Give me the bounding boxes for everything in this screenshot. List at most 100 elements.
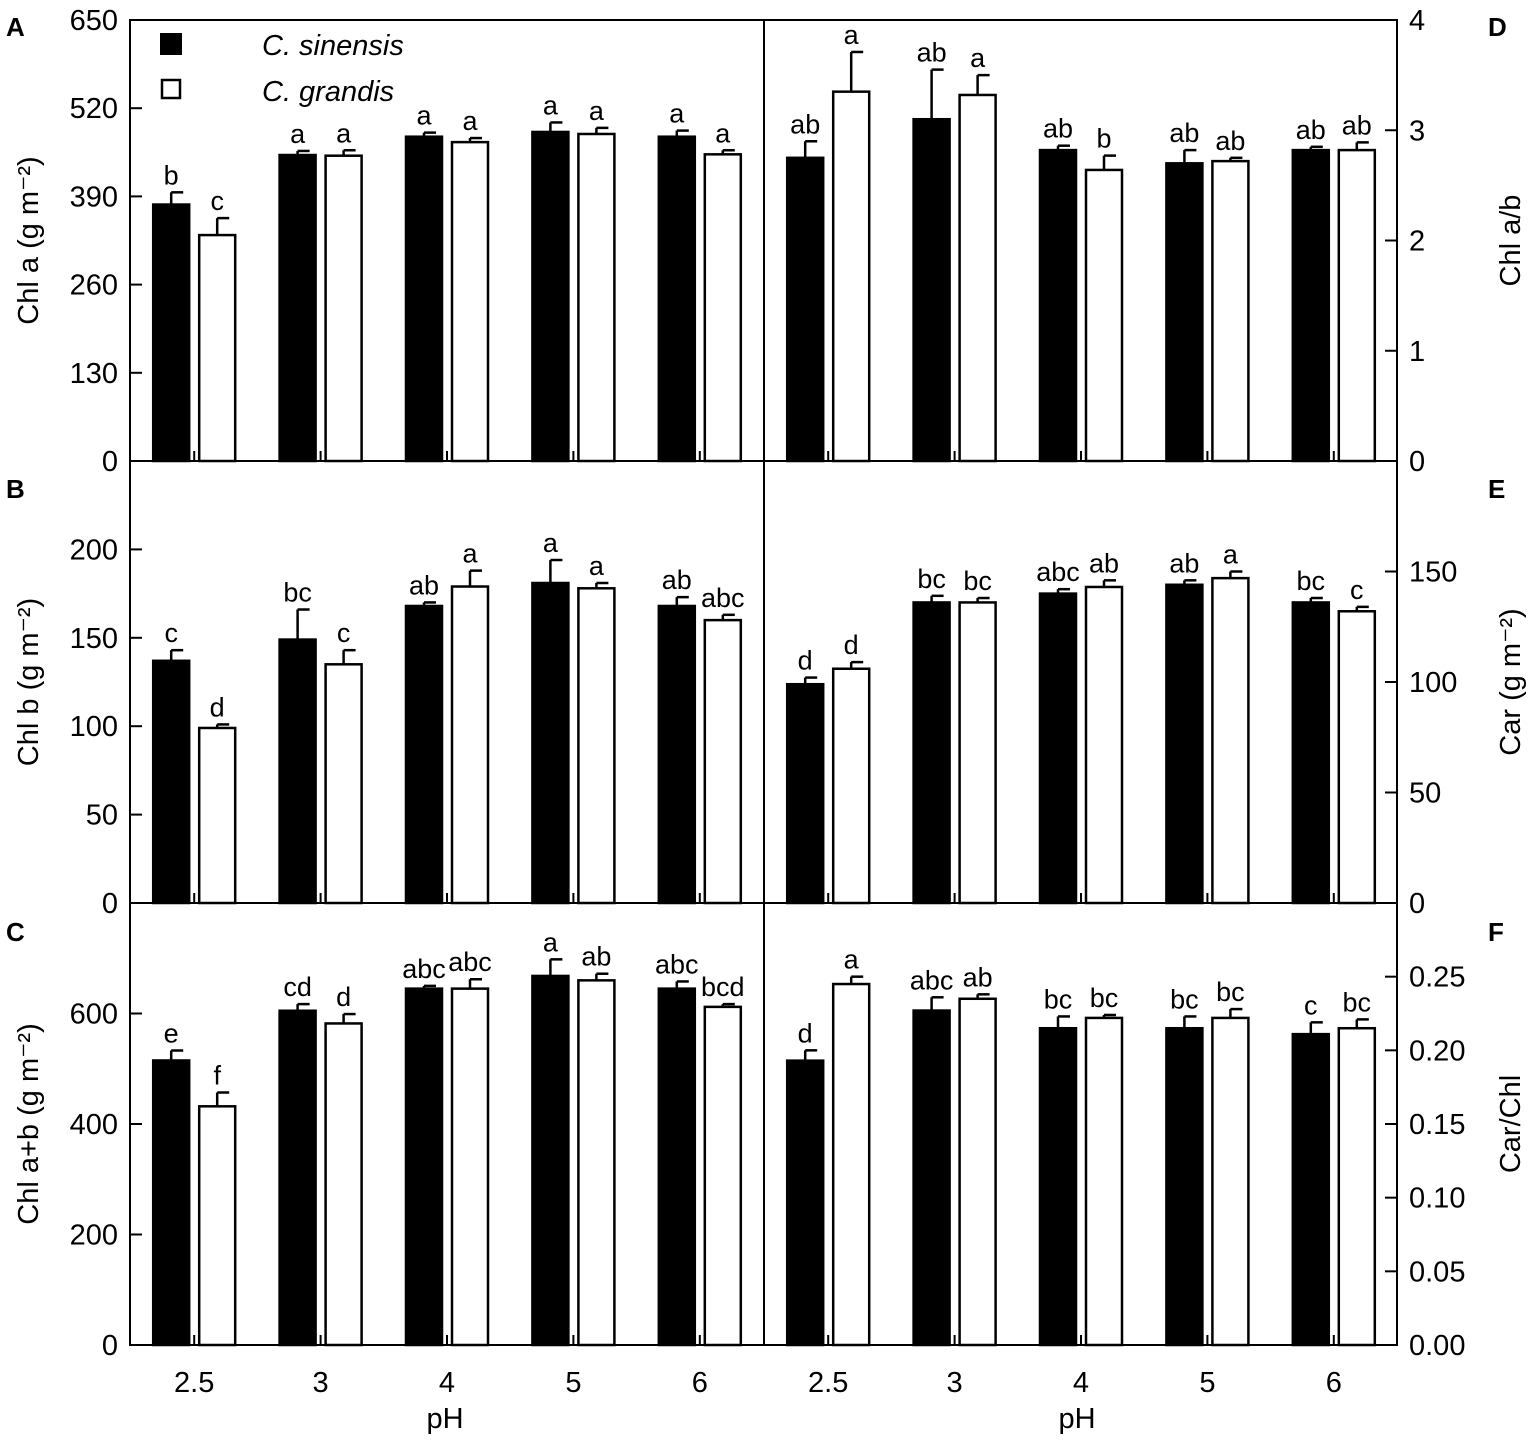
- significance-label: d: [336, 982, 351, 1012]
- bar-grandis: [831, 982, 871, 1347]
- panel-letter-d: D: [1488, 12, 1507, 42]
- significance-label: c: [210, 186, 224, 216]
- significance-label: a: [336, 118, 352, 148]
- bar-grandis: [1211, 576, 1250, 905]
- bar-grandis: [831, 667, 871, 905]
- significance-label: a: [589, 96, 605, 126]
- bar-sinensis: [531, 974, 570, 1347]
- bar-sinensis: [785, 1059, 825, 1347]
- x-tick-label: 5: [1199, 1367, 1215, 1399]
- significance-label: bc: [1216, 977, 1245, 1007]
- panel-letter-b: B: [6, 474, 25, 504]
- bar-grandis: [958, 997, 997, 1347]
- y-tick-label: 520: [70, 93, 118, 125]
- y-tick-label: 0: [102, 1330, 118, 1362]
- significance-label: b: [164, 160, 179, 190]
- y-tick-label: 130: [70, 358, 118, 390]
- y-tick-label: 600: [70, 999, 118, 1031]
- bar-grandis: [324, 663, 363, 905]
- bar-sinensis: [657, 604, 697, 905]
- y-tick-label: 100: [70, 711, 118, 743]
- significance-label: ab: [1043, 114, 1073, 144]
- x-tick-label: 3: [947, 1367, 963, 1399]
- bar-sinensis: [1165, 162, 1204, 463]
- bar-grandis: [831, 90, 871, 463]
- y-tick-label: 0.20: [1409, 1035, 1465, 1067]
- bar-sinensis: [404, 604, 444, 905]
- significance-label: bcd: [701, 972, 745, 1002]
- significance-label: bc: [1343, 987, 1372, 1017]
- bar-grandis: [577, 587, 616, 905]
- significance-label: a: [462, 539, 478, 569]
- legend-swatch-grandis: [160, 78, 182, 100]
- bar-grandis: [197, 726, 237, 905]
- y-tick-label: 0.15: [1409, 1109, 1465, 1141]
- legend-label-sinensis: C. sinensis: [262, 30, 404, 62]
- bar-grandis: [703, 153, 743, 463]
- panel-letter-c: C: [6, 917, 25, 947]
- significance-label: a: [290, 119, 306, 149]
- bar-sinensis: [278, 153, 317, 463]
- y-tick-label: 150: [1409, 557, 1457, 589]
- significance-label: e: [164, 1019, 179, 1049]
- y-tick-label: 0: [102, 888, 118, 920]
- significance-label: d: [844, 630, 859, 660]
- y-tick-label: 50: [86, 800, 118, 832]
- significance-label: abc: [1036, 557, 1080, 587]
- bar-sinensis: [1165, 1026, 1204, 1347]
- panel-letter-e: E: [1488, 474, 1505, 504]
- y-tick-label: 0: [1409, 446, 1425, 478]
- bar-grandis: [577, 979, 616, 1347]
- x-tick-label: 2.5: [808, 1367, 848, 1399]
- bar-grandis: [958, 601, 997, 905]
- panel-letters: A B C D E F: [6, 12, 1507, 947]
- significance-label: c: [337, 618, 351, 648]
- y-tick-label: 0.25: [1409, 962, 1465, 994]
- significance-label: a: [543, 528, 559, 558]
- significance-label: c: [1350, 575, 1364, 605]
- y-tick-label: 260: [70, 270, 118, 302]
- significance-label: ab: [1169, 118, 1199, 148]
- bar-sinensis: [1038, 148, 1078, 463]
- significance-label: ab: [1169, 548, 1199, 578]
- significance-label: ab: [1342, 110, 1372, 140]
- significance-label: c: [1304, 990, 1318, 1020]
- x-tick-label: 5: [565, 1367, 581, 1399]
- significance-label: ab: [662, 565, 692, 595]
- y-tick-label: 0.05: [1409, 1256, 1465, 1288]
- significance-label: c: [164, 618, 178, 648]
- legend-swatch-sinensis: [160, 33, 182, 55]
- significance-label: d: [798, 646, 813, 676]
- bar-sinensis: [1291, 1032, 1331, 1347]
- significance-label: ab: [1215, 126, 1245, 156]
- y-axis-label: Chl a (g m⁻²): [13, 156, 45, 324]
- y-tick-label: 50: [1409, 778, 1441, 810]
- x-tick-label: 6: [692, 1367, 708, 1399]
- significance-label: d: [210, 692, 225, 722]
- x-tick-label: 3: [313, 1367, 329, 1399]
- significance-label: bc: [1297, 566, 1326, 596]
- significance-label: ab: [409, 570, 439, 600]
- bar-sinensis: [912, 117, 951, 463]
- bar-grandis: [1211, 159, 1250, 463]
- significance-label: a: [543, 927, 559, 957]
- bar-grandis: [450, 140, 490, 463]
- significance-label: bc: [1044, 984, 1073, 1014]
- y-tick-label: 150: [70, 623, 118, 655]
- significance-label: bc: [963, 566, 992, 596]
- bar-sinensis: [531, 581, 570, 905]
- bar-sinensis: [912, 1009, 951, 1347]
- bar-sinensis: [151, 659, 191, 905]
- panel-letter-a: A: [6, 12, 25, 42]
- y-tick-label: 1: [1409, 336, 1425, 368]
- bar-sinensis: [1038, 1026, 1078, 1347]
- significance-label: abc: [701, 583, 745, 613]
- bar-grandis: [703, 1005, 743, 1347]
- bar-grandis: [197, 1105, 237, 1347]
- x-axis-label-right: pH: [1058, 1403, 1095, 1435]
- y-axis-label: Chl b (g m⁻²): [13, 598, 45, 766]
